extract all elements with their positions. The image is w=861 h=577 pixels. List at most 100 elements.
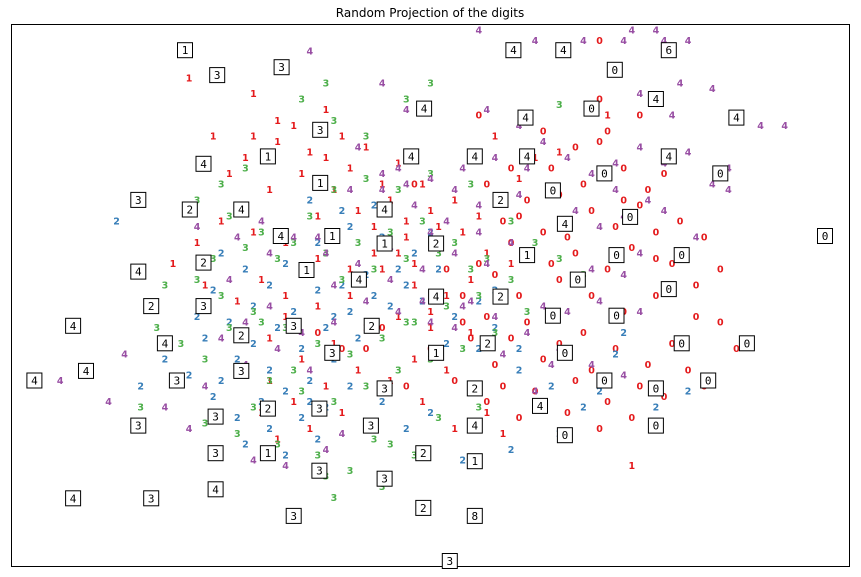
digit-thumbnail: 0 — [606, 61, 623, 78]
digit-thumbnail-frame — [608, 307, 625, 324]
digit-3-point: 3 — [363, 381, 370, 392]
digit-4-point: 4 — [314, 233, 321, 244]
digit-1-point: 1 — [323, 105, 330, 116]
digit-3-point: 3 — [298, 95, 305, 106]
digit-3-point: 3 — [194, 275, 201, 286]
digit-2-point: 2 — [314, 286, 321, 297]
digit-thumbnail-frame — [517, 109, 534, 126]
plot-area-frame — [11, 24, 850, 567]
digit-thumbnail-glyph: 3 — [135, 420, 142, 433]
digit-3-point: 3 — [483, 254, 490, 265]
digit-thumbnail: 0 — [544, 307, 561, 324]
digit-2-point: 2 — [266, 280, 273, 291]
digit-4-point: 4 — [483, 105, 490, 116]
digit-1-point: 1 — [234, 296, 241, 307]
digit-thumbnail: 1 — [298, 262, 315, 278]
digit-thumbnail: 1 — [259, 445, 276, 462]
digit-0-point: 0 — [459, 318, 466, 329]
digit-thumbnail-frame — [466, 380, 483, 397]
digit-thumbnail: 4 — [403, 148, 420, 165]
digit-4-point: 4 — [516, 121, 523, 132]
digit-thumbnail-frame — [350, 271, 367, 288]
digit-3-point: 3 — [250, 403, 257, 414]
digit-3-point: 3 — [282, 323, 289, 334]
digit-thumbnail-frame — [583, 100, 600, 117]
digit-0-point: 0 — [500, 381, 507, 392]
digit-3-point: 3 — [331, 116, 338, 127]
digit-4-point: 4 — [194, 222, 201, 233]
digit-thumbnail-frame — [273, 59, 290, 76]
digit-3-point: 3 — [314, 339, 321, 350]
digit-2-point: 2 — [620, 328, 627, 339]
digit-3-point: 3 — [331, 397, 338, 408]
digit-thumbnail-frame — [556, 427, 573, 444]
digit-thumbnail-frame — [195, 155, 212, 172]
digit-4-point: 4 — [636, 249, 643, 260]
digit-thumbnail-frame — [207, 481, 224, 498]
digit-1-point: 1 — [379, 180, 386, 191]
digit-4-point: 4 — [162, 403, 169, 414]
digit-1-point: 1 — [411, 259, 418, 270]
digit-1-point: 1 — [306, 148, 313, 159]
digit-thumbnail: 4 — [532, 397, 548, 414]
digit-1-point: 1 — [347, 264, 354, 275]
digit-thumbnail-glyph: 4 — [381, 204, 388, 217]
digit-thumbnail-frame — [209, 67, 226, 84]
digit-3-point: 3 — [403, 318, 410, 329]
digit-3-point: 3 — [331, 493, 338, 504]
digit-thumbnail: 3 — [130, 191, 147, 208]
digit-0-point: 0 — [363, 344, 370, 355]
digit-thumbnail: 0 — [738, 335, 755, 352]
digit-thumbnail-glyph: 2 — [433, 238, 440, 251]
digit-thumbnail-frame — [403, 148, 420, 165]
digit-0-point: 0 — [645, 185, 652, 196]
digit-2-point: 2 — [331, 312, 338, 323]
digit-thumbnail: 3 — [311, 462, 328, 479]
digit-thumbnail-glyph: 2 — [265, 403, 272, 416]
digit-thumbnail-glyph: 4 — [31, 375, 38, 388]
digit-3-point: 3 — [266, 376, 273, 387]
digit-4-point: 4 — [355, 259, 362, 270]
digit-thumbnail-frame — [207, 408, 224, 425]
digit-3-point: 3 — [379, 482, 386, 493]
digit-4-point: 4 — [781, 121, 788, 132]
digit-thumbnail: 4 — [26, 372, 43, 389]
digit-thumbnail-frame — [466, 148, 483, 165]
digit-thumbnail-frame — [415, 445, 432, 462]
digit-4-point: 4 — [411, 201, 418, 212]
digit-4-point: 4 — [459, 164, 466, 175]
digit-3-point: 3 — [290, 238, 297, 249]
digit-1-point: 1 — [250, 227, 257, 238]
digit-thumbnail-frame — [416, 100, 433, 117]
digit-thumbnail-glyph: 4 — [70, 320, 77, 333]
digit-thumbnail: 1 — [376, 235, 393, 252]
digit-thumbnail-frame — [285, 317, 302, 334]
digit-2-point: 2 — [653, 403, 660, 414]
digit-thumbnail: 2 — [428, 235, 445, 252]
digit-2-point: 2 — [403, 424, 410, 435]
digit-4-point: 4 — [379, 169, 386, 180]
digit-3-point: 3 — [411, 318, 418, 329]
digit-4-point: 4 — [387, 275, 394, 286]
digit-4-point: 4 — [306, 47, 313, 58]
digit-thumbnail: 0 — [712, 165, 729, 182]
digit-thumbnail-glyph: 3 — [290, 510, 297, 523]
digit-0-point: 0 — [508, 238, 515, 249]
digit-1-point: 1 — [274, 137, 281, 148]
digit-thumbnail: 4 — [428, 288, 445, 305]
digit-0-point: 0 — [532, 387, 539, 398]
digit-4-point: 4 — [379, 185, 386, 196]
digit-1-point: 1 — [274, 116, 281, 127]
digit-3-point: 3 — [475, 291, 482, 302]
digit-1-point: 1 — [379, 264, 386, 275]
digit-thumbnail: 4 — [65, 490, 82, 507]
digit-thumbnail: 2 — [415, 445, 432, 462]
digit-4-point: 4 — [500, 349, 507, 360]
digit-thumbnail: 3 — [312, 121, 329, 138]
digit-1-point: 1 — [194, 238, 201, 249]
digit-thumbnail: 4 — [517, 109, 534, 126]
digit-4-point: 4 — [323, 445, 330, 456]
digit-1-point: 1 — [347, 291, 354, 302]
digit-thumbnail: 0 — [596, 372, 613, 389]
